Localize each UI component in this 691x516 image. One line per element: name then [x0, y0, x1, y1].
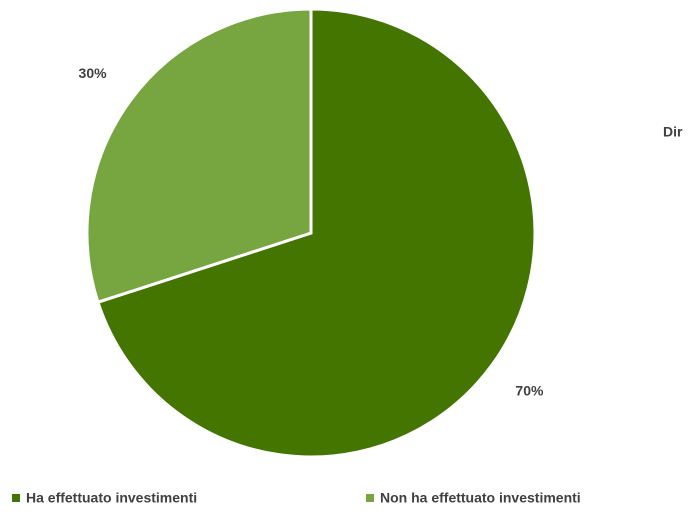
legend-label: Ha effettuato investimenti: [26, 490, 197, 506]
annotation: Dir: [663, 124, 683, 140]
legend-label: Non ha effettuato investimenti: [380, 490, 581, 506]
pie-slice: [96, 7, 537, 459]
legend-marker: [12, 494, 20, 502]
data-label: 70%: [515, 382, 544, 398]
legend-marker: [366, 494, 374, 502]
pie-slice: [85, 7, 313, 305]
data-label: 30%: [79, 65, 108, 81]
